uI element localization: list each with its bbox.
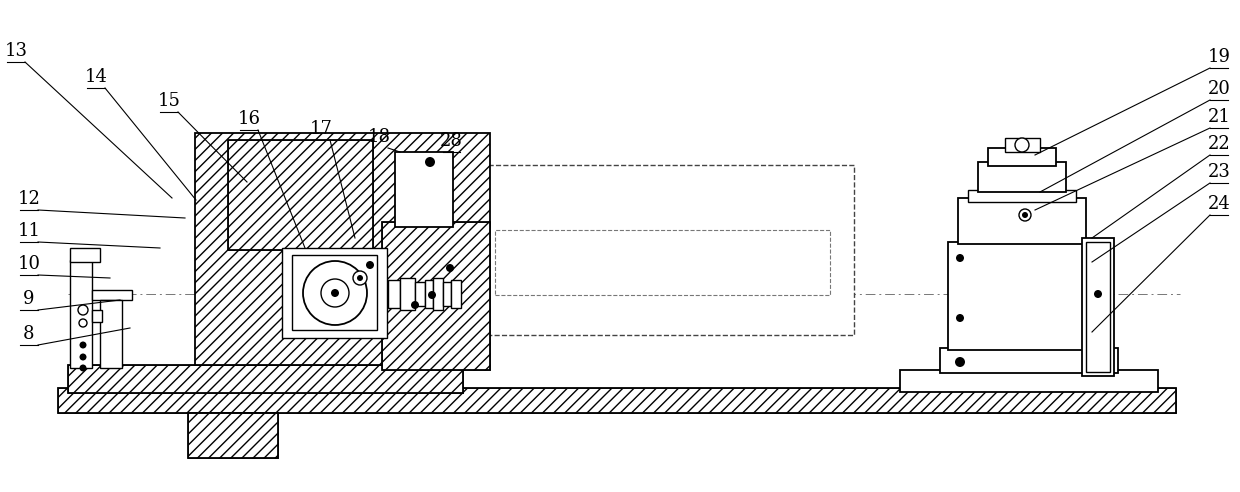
Circle shape <box>366 261 374 269</box>
Text: 13: 13 <box>5 42 27 60</box>
Text: 9: 9 <box>24 290 35 308</box>
Circle shape <box>956 314 963 322</box>
Circle shape <box>357 275 363 281</box>
Text: 14: 14 <box>84 68 108 86</box>
Bar <box>900 370 1158 392</box>
Bar <box>291 255 377 330</box>
Text: 22: 22 <box>1208 135 1230 153</box>
Bar <box>1083 238 1114 376</box>
Bar <box>472 165 854 335</box>
Circle shape <box>78 305 88 315</box>
Text: 19: 19 <box>1208 48 1230 66</box>
Bar <box>959 198 1086 244</box>
Bar <box>281 248 387 338</box>
Bar <box>443 282 451 306</box>
Text: 17: 17 <box>310 120 332 138</box>
Bar <box>228 140 373 250</box>
Circle shape <box>1022 212 1028 218</box>
Bar <box>949 242 1096 350</box>
Bar <box>1004 138 1040 152</box>
Bar <box>92 290 131 300</box>
Bar <box>68 365 463 393</box>
Polygon shape <box>195 133 490 365</box>
Text: 15: 15 <box>157 92 181 110</box>
Bar <box>228 140 373 250</box>
Text: 23: 23 <box>1208 163 1230 181</box>
Text: 18: 18 <box>367 128 391 146</box>
Bar <box>92 310 102 322</box>
Circle shape <box>331 289 339 297</box>
Bar <box>415 282 425 306</box>
Circle shape <box>956 254 963 262</box>
Circle shape <box>353 271 367 285</box>
Bar <box>495 230 830 295</box>
Circle shape <box>428 291 436 299</box>
Circle shape <box>1016 138 1029 152</box>
Bar <box>100 300 122 368</box>
Text: 21: 21 <box>1208 108 1230 126</box>
Bar <box>68 365 463 393</box>
Bar <box>451 280 461 308</box>
Bar <box>433 278 443 310</box>
Circle shape <box>79 341 87 348</box>
Bar <box>382 222 490 370</box>
Bar <box>382 222 490 370</box>
Circle shape <box>955 357 965 367</box>
Bar <box>988 148 1056 166</box>
Circle shape <box>79 365 87 371</box>
Text: 12: 12 <box>17 190 41 208</box>
Text: 24: 24 <box>1208 195 1230 213</box>
Bar <box>69 260 92 368</box>
Text: 20: 20 <box>1208 80 1230 98</box>
Bar <box>58 388 1176 413</box>
Bar <box>940 348 1118 373</box>
Circle shape <box>79 319 87 327</box>
Bar <box>401 278 415 310</box>
Text: 10: 10 <box>17 255 41 273</box>
Text: 8: 8 <box>24 325 35 343</box>
Bar <box>978 162 1066 192</box>
Circle shape <box>79 353 87 361</box>
Text: 11: 11 <box>17 222 41 240</box>
Bar <box>188 413 278 458</box>
Bar <box>1086 242 1110 372</box>
Circle shape <box>425 157 435 167</box>
Bar <box>188 413 278 458</box>
Circle shape <box>1094 290 1102 298</box>
Bar <box>388 280 401 308</box>
Bar <box>425 280 433 308</box>
Circle shape <box>410 301 419 309</box>
Circle shape <box>321 279 348 307</box>
Bar <box>58 388 1176 413</box>
Circle shape <box>446 264 454 272</box>
Text: 28: 28 <box>439 132 463 150</box>
Bar <box>69 248 100 262</box>
Bar <box>968 190 1076 202</box>
Circle shape <box>1019 209 1030 221</box>
Circle shape <box>303 261 367 325</box>
Text: 16: 16 <box>238 110 260 128</box>
Bar <box>396 152 453 227</box>
